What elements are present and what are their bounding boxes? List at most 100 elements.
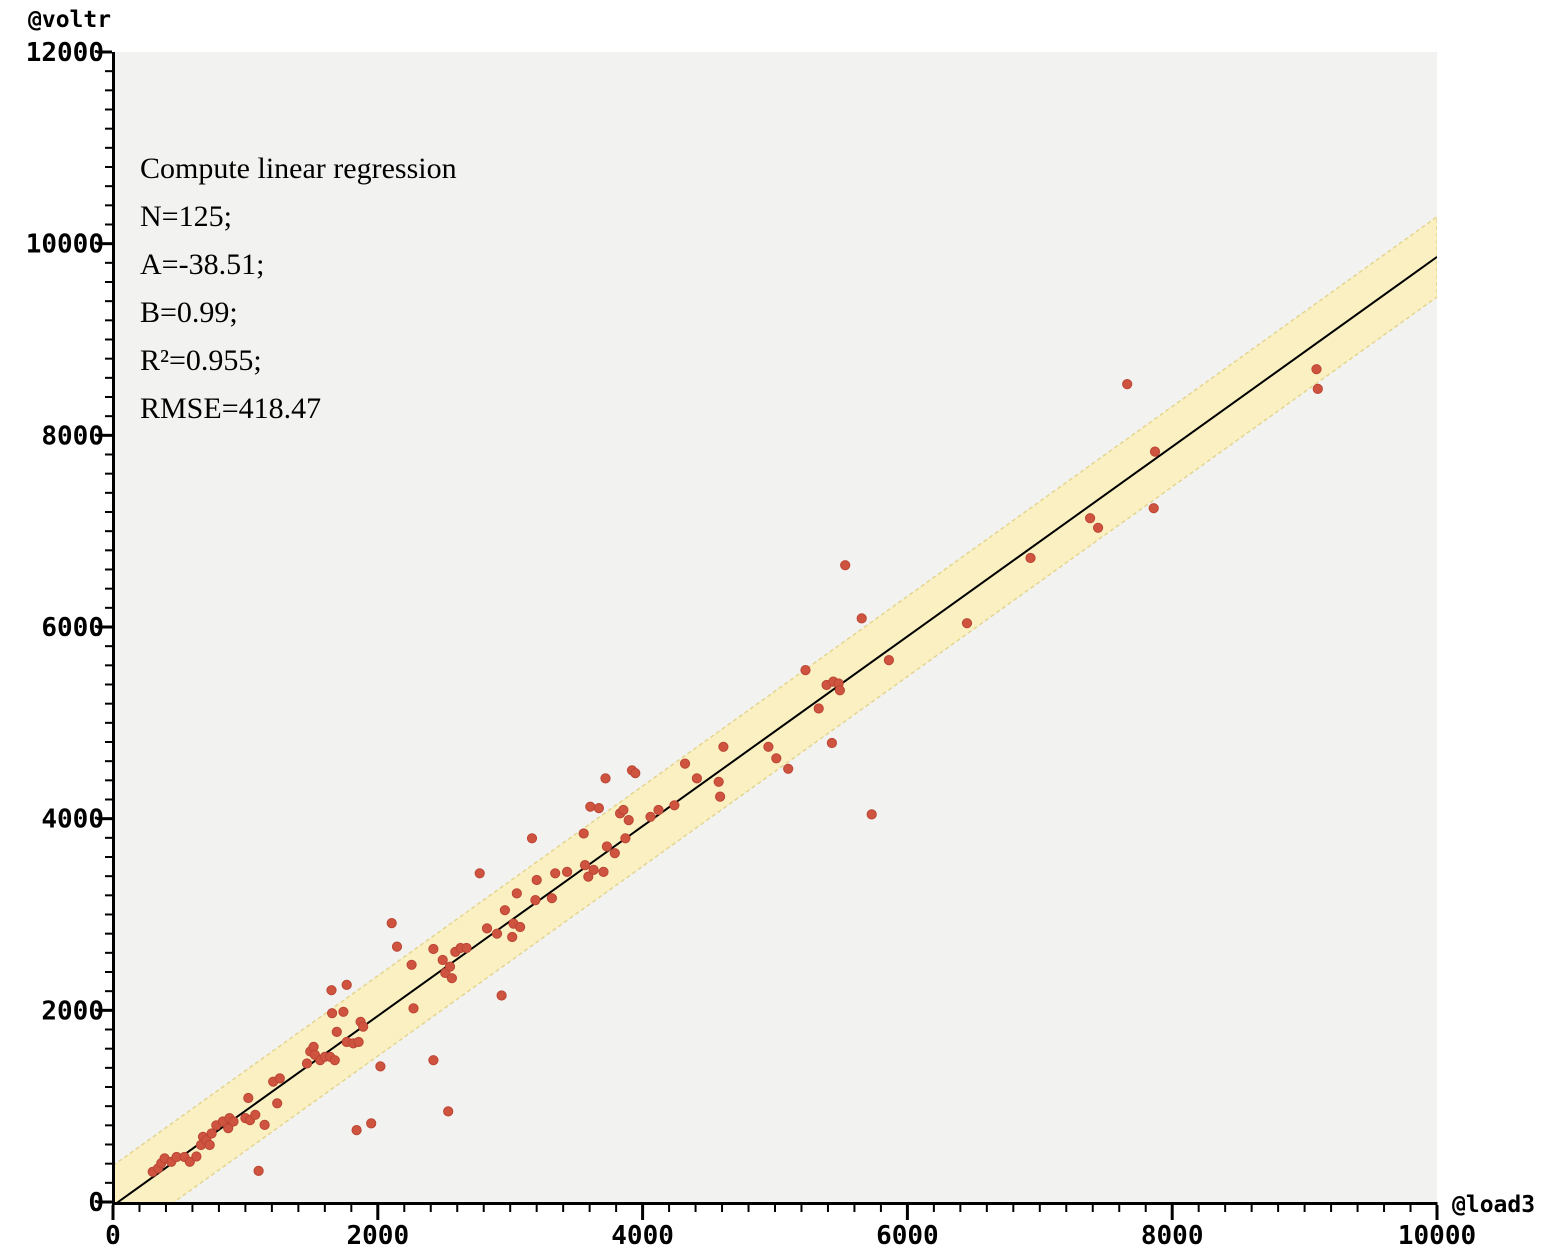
scatter-point bbox=[562, 866, 573, 878]
scatter-point bbox=[883, 655, 895, 666]
scatter-point bbox=[840, 560, 851, 571]
regression-line bbox=[115, 256, 1437, 1203]
scatter-point bbox=[223, 1123, 234, 1134]
scatter-point bbox=[243, 1092, 254, 1104]
scatter-point bbox=[771, 753, 782, 764]
scatter-point bbox=[274, 1073, 285, 1084]
scatter-point bbox=[579, 860, 591, 871]
scatter-point bbox=[446, 973, 457, 984]
scatter-point bbox=[326, 985, 337, 996]
y-tick-label: 0 bbox=[88, 1188, 104, 1218]
y-tick-label: 4000 bbox=[41, 805, 104, 835]
scatter-point bbox=[800, 665, 811, 676]
scatter-point bbox=[301, 1058, 313, 1069]
scatter-point bbox=[444, 961, 456, 972]
scatter-point bbox=[718, 741, 729, 752]
scatter-point bbox=[618, 804, 629, 816]
scatter-point bbox=[228, 1116, 239, 1127]
scatter-point bbox=[679, 758, 691, 769]
scatter-point bbox=[1085, 513, 1096, 524]
scatter-point bbox=[375, 1061, 386, 1072]
scatter-point bbox=[669, 800, 680, 811]
scatter-point bbox=[530, 895, 541, 906]
scatter-point bbox=[511, 888, 522, 899]
scatter-point bbox=[329, 1055, 340, 1066]
y-tick-label: 6000 bbox=[41, 613, 104, 643]
scatter-point bbox=[391, 941, 403, 952]
scatter-point bbox=[481, 923, 493, 934]
scatter-point bbox=[713, 776, 724, 787]
scatter-point bbox=[259, 1119, 270, 1131]
scatter-point bbox=[250, 1109, 261, 1120]
scatter-point bbox=[496, 990, 507, 1001]
scatter-point bbox=[206, 1128, 217, 1139]
annotation-line-rmse: RMSE=418.47 bbox=[140, 392, 321, 425]
scatter-point bbox=[353, 1036, 364, 1048]
x-tick-label: 8000 bbox=[1141, 1221, 1204, 1251]
scatter-point bbox=[1122, 379, 1133, 390]
scatter-point bbox=[526, 833, 538, 844]
scatter-point bbox=[601, 841, 613, 852]
scatter-point bbox=[834, 685, 846, 696]
x-tick-label: 2000 bbox=[346, 1221, 409, 1251]
scatter-point bbox=[1093, 522, 1104, 533]
x-tick-label: 4000 bbox=[611, 1221, 674, 1251]
scatter-point bbox=[763, 741, 774, 752]
x-tick-label: 0 bbox=[105, 1221, 121, 1251]
scatter-point bbox=[620, 833, 631, 844]
scatter-point bbox=[428, 943, 439, 955]
scatter-point bbox=[331, 1026, 342, 1038]
x-axis-label: @load3 bbox=[1452, 1192, 1535, 1218]
annotation-line-r2: R²=0.955; bbox=[140, 344, 262, 377]
scatter-point bbox=[630, 768, 641, 779]
x-tick-label: 10000 bbox=[1398, 1221, 1476, 1251]
x-tick-label: 6000 bbox=[876, 1221, 939, 1251]
scatter-point bbox=[856, 613, 867, 624]
scatter-point bbox=[515, 921, 526, 933]
scatter-point bbox=[437, 954, 448, 966]
scatter-point bbox=[1312, 383, 1323, 394]
scatter-point bbox=[341, 979, 352, 991]
scatter-point bbox=[461, 942, 472, 954]
scatter-point bbox=[351, 1125, 362, 1136]
scatter-point bbox=[406, 959, 417, 970]
scatter-point bbox=[588, 864, 599, 876]
annotation-line-title: Compute linear regression bbox=[140, 152, 457, 185]
scatter-point bbox=[366, 1118, 377, 1129]
y-tick-label: 2000 bbox=[41, 996, 104, 1026]
scatter-point bbox=[191, 1151, 202, 1162]
scatter-point bbox=[499, 905, 510, 916]
scatter-point bbox=[783, 763, 794, 774]
scatter-point bbox=[585, 801, 596, 812]
scatter-point bbox=[507, 931, 518, 943]
scatter-point bbox=[583, 871, 594, 882]
scatter-point bbox=[653, 804, 664, 816]
y-axis-label: @voltr bbox=[28, 7, 111, 33]
scatter-point bbox=[813, 703, 824, 714]
scatter-point bbox=[1311, 364, 1322, 375]
scatter-point bbox=[550, 868, 561, 879]
annotation-line-b: B=0.99; bbox=[140, 296, 238, 329]
annotation-line-a: A=-38.51; bbox=[140, 248, 264, 281]
scatter-point bbox=[408, 1003, 419, 1014]
y-tick-label: 12000 bbox=[26, 38, 104, 68]
scatter-point bbox=[272, 1098, 283, 1109]
scatter-point bbox=[491, 928, 503, 939]
scatter-point bbox=[338, 1006, 349, 1017]
scatter-point bbox=[866, 809, 877, 820]
scatter-point bbox=[386, 918, 397, 929]
scatter-point bbox=[600, 773, 611, 784]
scatter-point bbox=[645, 811, 656, 822]
y-tick-label: 10000 bbox=[26, 230, 104, 260]
scatter-point bbox=[184, 1156, 195, 1167]
scatter-point bbox=[204, 1139, 215, 1151]
scatter-point bbox=[715, 791, 726, 802]
scatter-point bbox=[691, 773, 703, 784]
scatter-point bbox=[609, 848, 620, 859]
scatter-point bbox=[531, 874, 542, 886]
scatter-point bbox=[1025, 552, 1036, 564]
scatter-point bbox=[1148, 503, 1159, 514]
scatter-point bbox=[623, 815, 634, 826]
